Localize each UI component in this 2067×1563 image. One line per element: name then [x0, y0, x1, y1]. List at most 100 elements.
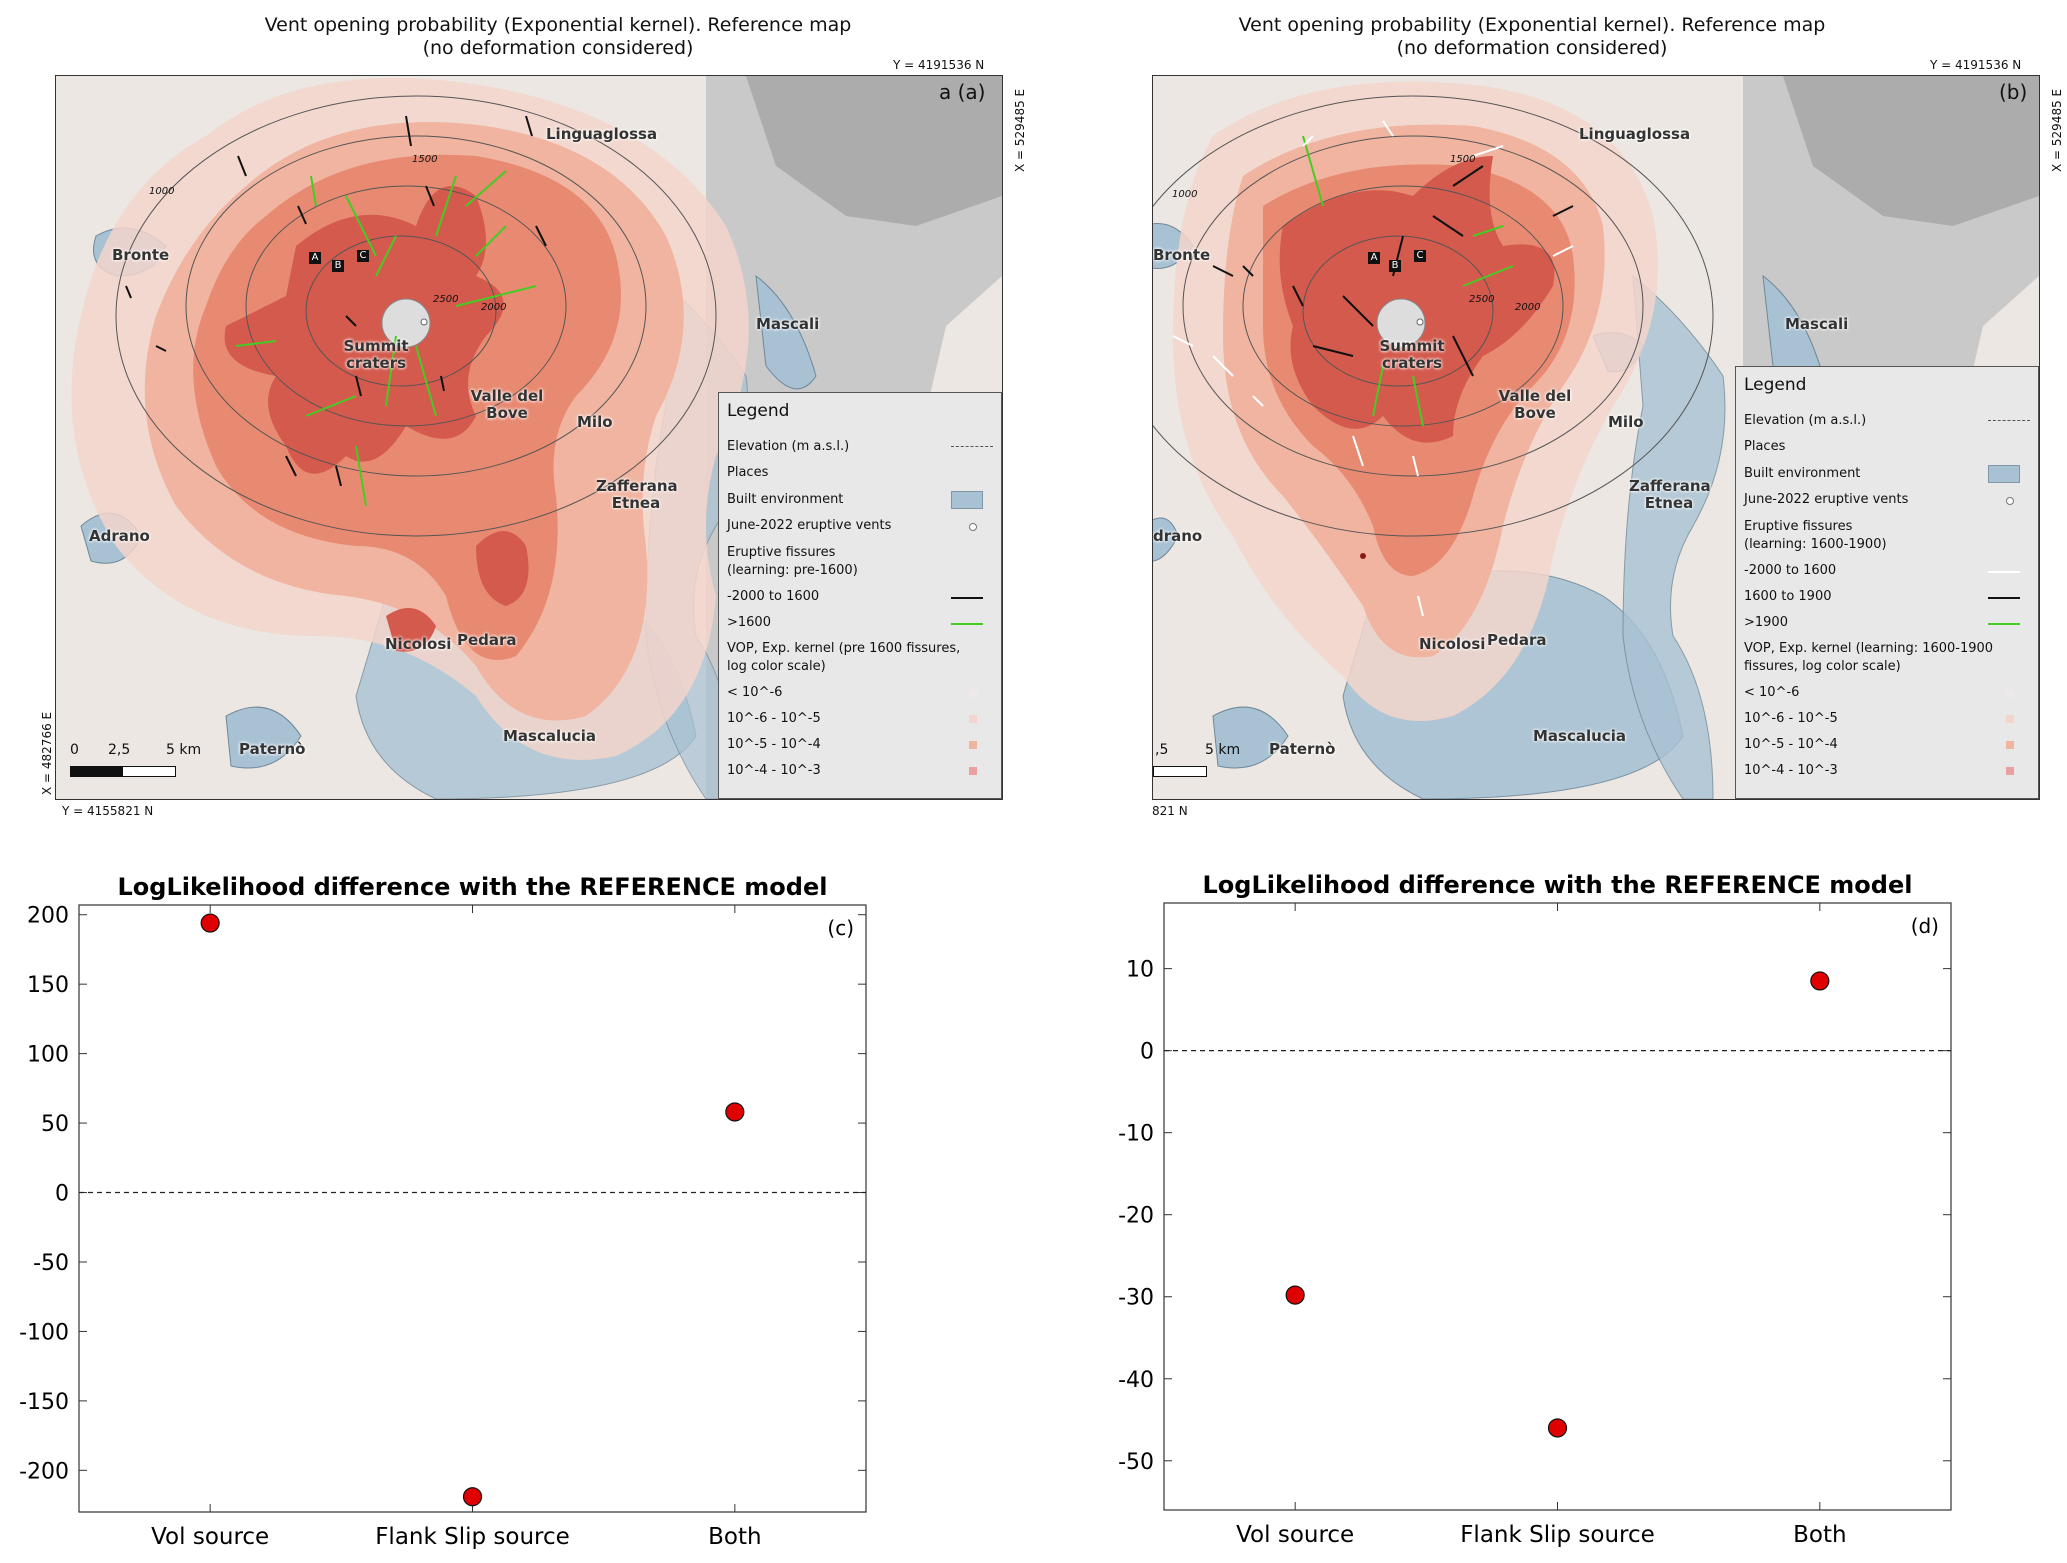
place-linguaglossa: Linguaglossa — [1579, 125, 1691, 143]
place-milo: Milo — [1608, 413, 1644, 431]
x-tick-label: Both — [1793, 1522, 1846, 1548]
legend-places: Places — [1744, 439, 1786, 454]
panel-label: (d) — [1911, 914, 1939, 938]
legend-vop-1: < 10^-6 — [727, 685, 783, 700]
legend-fissure-mid: 1600 to 1900 — [1744, 589, 1832, 604]
scale-end: 5 km — [1205, 742, 1241, 758]
scale-zero: 0 — [70, 742, 79, 758]
legend-elevation: Elevation (m a.s.l.) — [1744, 413, 1867, 428]
panel-a-title-line1: Vent opening probability (Exponential ke… — [264, 14, 852, 36]
legend-fissure-new: >1600 — [727, 615, 771, 630]
place-adrano: drano — [1153, 527, 1203, 545]
marker-a: A — [1368, 252, 1380, 264]
place-valle-del-bove: Valle del Bove — [1498, 387, 1572, 422]
panel-a-legend: Legend Elevation (m a.s.l.) Places Built… — [718, 392, 1002, 799]
place-mascali: Mascali — [1785, 315, 1849, 333]
chart-d-svg: LogLikelihood difference with the REFERE… — [1118, 871, 1952, 1548]
place-paterno: Paternò — [1269, 740, 1336, 758]
chart-c: LogLikelihood difference with the REFERE… — [0, 860, 1030, 1563]
x-tick-label: Flank Slip source — [375, 1524, 570, 1550]
legend-fissure-oldest-symbol — [1988, 571, 2020, 573]
y-tick-label: -30 — [1118, 1286, 1154, 1311]
place-paterno: Paternò — [239, 740, 306, 758]
legend-built: Built environment — [1744, 466, 1861, 481]
scale-mid: ,5 — [1155, 742, 1169, 758]
panel-b-coord-bottom: 821 N — [1152, 804, 1188, 818]
legend-vop-4-swatch — [2006, 767, 2014, 775]
contour-label-1500: 1500 — [1450, 154, 1476, 165]
panel-a-title-line2: (no deformation considered) — [422, 37, 694, 59]
panel-b-coord-top: Y = 4191536 N — [1930, 58, 2022, 72]
legend-fissure-oldest: -2000 to 1600 — [1744, 563, 1837, 578]
y-tick-label: 0 — [55, 1182, 69, 1207]
data-point — [200, 913, 220, 933]
data-point — [462, 1487, 483, 1507]
panel-b-title-line1: Vent opening probability (Exponential ke… — [1238, 14, 1826, 36]
legend-vop-4: 10^-4 - 10^-3 — [727, 763, 821, 778]
x-tick-label: Both — [708, 1524, 761, 1550]
panel-b-title: Vent opening probability (Exponential ke… — [1152, 14, 1912, 60]
legend-fissures-learning: (learning: pre-1600) — [727, 563, 858, 578]
legend-fissures-learning: (learning: 1600-1900) — [1744, 537, 1887, 552]
panel-a-coord-left: X = 482766 E — [40, 711, 54, 795]
contour-label-1500: 1500 — [412, 154, 438, 165]
panel-a-map: A B C 1000 1500 2000 2500 Linguaglossa B… — [55, 75, 1003, 800]
contour-label-2000: 2000 — [1515, 302, 1541, 313]
legend-elevation-symbol — [951, 446, 993, 447]
y-tick-label: 50 — [41, 1112, 69, 1137]
legend-places: Places — [727, 465, 769, 480]
legend-june-vents-symbol — [969, 523, 977, 531]
contour-label-2000: 2000 — [481, 302, 507, 313]
scale-white — [1153, 766, 1207, 777]
scale-mid: 2,5 — [108, 742, 131, 758]
legend-elevation-symbol — [1988, 420, 2030, 421]
data-point — [1285, 1285, 1305, 1305]
panel-a-coord-top: Y = 4191536 N — [893, 58, 985, 72]
place-pedara: Pedara — [457, 631, 517, 649]
legend-vop-2-swatch — [2006, 715, 2014, 723]
chart-d: LogLikelihood difference with the REFERE… — [1030, 860, 2067, 1563]
y-tick-label: -10 — [1118, 1122, 1154, 1147]
place-pedara: Pedara — [1487, 631, 1547, 649]
legend-fissure-new-symbol — [951, 623, 983, 625]
data-point — [725, 1102, 745, 1122]
legend-vop-3: 10^-5 - 10^-4 — [727, 737, 821, 752]
legend-elevation: Elevation (m a.s.l.) — [727, 439, 850, 454]
panel-a-label: a (a) — [939, 80, 986, 104]
legend-built-swatch — [951, 491, 983, 509]
legend-vop-scale: fissures, log color scale) — [1744, 659, 1901, 674]
legend-june-vents: June-2022 eruptive vents — [727, 518, 892, 533]
panel-a-title: Vent opening probability (Exponential ke… — [178, 14, 938, 60]
y-tick-label: -150 — [19, 1390, 69, 1415]
place-mascalucia: Mascalucia — [1533, 727, 1626, 745]
legend-built: Built environment — [727, 492, 844, 507]
marker-a: A — [309, 252, 321, 264]
contour-label-2500: 2500 — [1469, 294, 1495, 305]
june-2022-vent — [420, 318, 428, 326]
scale-white — [122, 766, 176, 777]
marker-b: B — [1389, 260, 1401, 272]
panel-a-coord-bottom: Y = 4155821 N — [62, 804, 154, 818]
place-zafferana: Zafferana Etnea — [596, 477, 678, 512]
place-nicolosi: Nicolosi — [1419, 635, 1486, 653]
vop-zones — [71, 77, 749, 760]
legend-fissure-new-symbol — [1988, 623, 2020, 625]
legend-vop: VOP, Exp. kernel (pre 1600 fissures, — [727, 641, 961, 656]
legend-title: Legend — [727, 401, 790, 421]
y-tick-label: 150 — [27, 973, 69, 998]
legend-june-vents-symbol — [2006, 497, 2014, 505]
panel-a-coord-right: X = 529485 E — [1013, 88, 1027, 172]
x-tick-label: Vol source — [151, 1524, 269, 1550]
legend-fissure-new: >1900 — [1744, 615, 1788, 630]
place-valle-del-bove: Valle del Bove — [470, 387, 544, 422]
legend-fissure-old: -2000 to 1600 — [727, 589, 820, 604]
panel-b-legend: Legend Elevation (m a.s.l.) Places Built… — [1735, 366, 2039, 799]
marker-b: B — [332, 260, 344, 272]
panel-label: (c) — [827, 916, 854, 940]
legend-vop-scale: log color scale) — [727, 659, 826, 674]
place-zafferana: Zafferana Etnea — [1629, 477, 1711, 512]
legend-vop-1-swatch — [969, 689, 977, 697]
scale-black — [70, 766, 124, 777]
legend-fissures: Eruptive fissures — [727, 545, 836, 560]
panel-b-label: (b) — [1999, 80, 2028, 104]
